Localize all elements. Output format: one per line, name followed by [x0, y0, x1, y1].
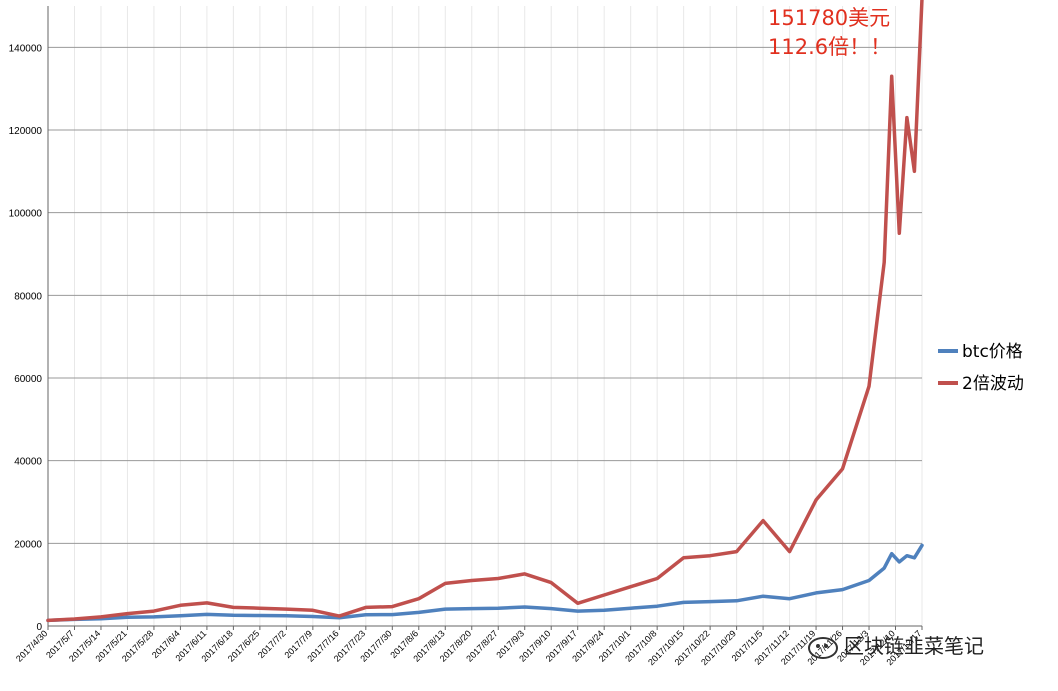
y-tick-label: 20000 [14, 539, 42, 550]
y-tick-label: 100000 [9, 209, 43, 220]
series-line-2 [46, 0, 924, 623]
wechat-icon [808, 636, 838, 659]
x-tick-label: 2017/4/30 [14, 628, 49, 663]
series-line-1 [46, 543, 924, 623]
annotation-line-2: 112.6倍！！ [768, 35, 892, 59]
peak-annotation: 151780美元 112.6倍！！ [768, 4, 891, 62]
y-tick-label: 60000 [14, 374, 42, 385]
y-tick-label: 40000 [14, 457, 42, 468]
y-tick-label: 80000 [14, 291, 42, 302]
y-tick-label: 0 [36, 622, 42, 633]
y-tick-label: 140000 [9, 43, 43, 54]
x-tick-label: 2017/7/2 [256, 628, 288, 660]
watermark-text: 区块链韭菜笔记 [844, 634, 984, 658]
watermark: 区块链韭菜笔记 [808, 630, 984, 659]
legend-label-1: btc价格 [962, 342, 1023, 362]
y-tick-label: 120000 [9, 126, 43, 137]
legend-label-2: 2倍波动 [962, 374, 1024, 394]
annotation-line-1: 151780美元 [768, 6, 891, 30]
